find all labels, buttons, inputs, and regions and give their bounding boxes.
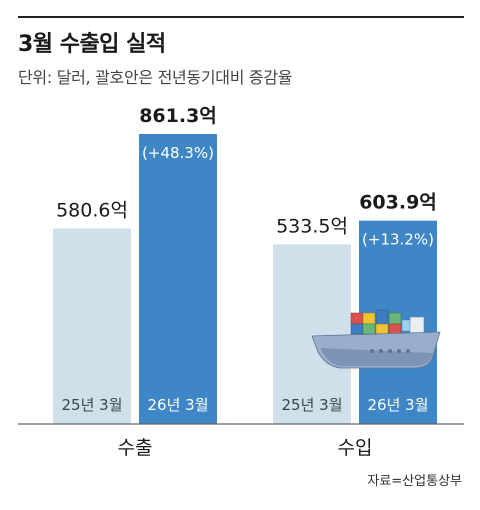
bar-series-label: 25년 3월 <box>282 396 343 414</box>
category-tick-label: 수출 <box>118 437 153 459</box>
bar <box>273 244 351 424</box>
bar-value-label: 861.3억 <box>139 105 217 127</box>
cargo-ship-icon <box>311 309 441 369</box>
bar-value-label: 603.9억 <box>359 192 437 214</box>
bar-series-label: 26년 3월 <box>148 396 209 414</box>
bar-value-label: 533.5억 <box>276 215 348 237</box>
bar-change-label: (+48.3%) <box>142 144 214 162</box>
bar-series-label: 26년 3월 <box>368 396 429 414</box>
top-rule <box>18 16 464 18</box>
bar-series-label: 25년 3월 <box>62 396 123 414</box>
bar <box>139 134 217 424</box>
source-note: 자료=산업통상부 <box>367 474 462 489</box>
bar <box>53 228 131 424</box>
chart-title: 3월 수출입 실적 <box>18 32 166 57</box>
chart-subtitle: 단위: 달러, 괄호안은 전년동기대비 증감율 <box>18 68 293 87</box>
bar-value-label: 580.6억 <box>56 200 128 222</box>
bar-change-label: (+13.2%) <box>362 231 434 249</box>
category-tick-label: 수입 <box>338 437 373 459</box>
